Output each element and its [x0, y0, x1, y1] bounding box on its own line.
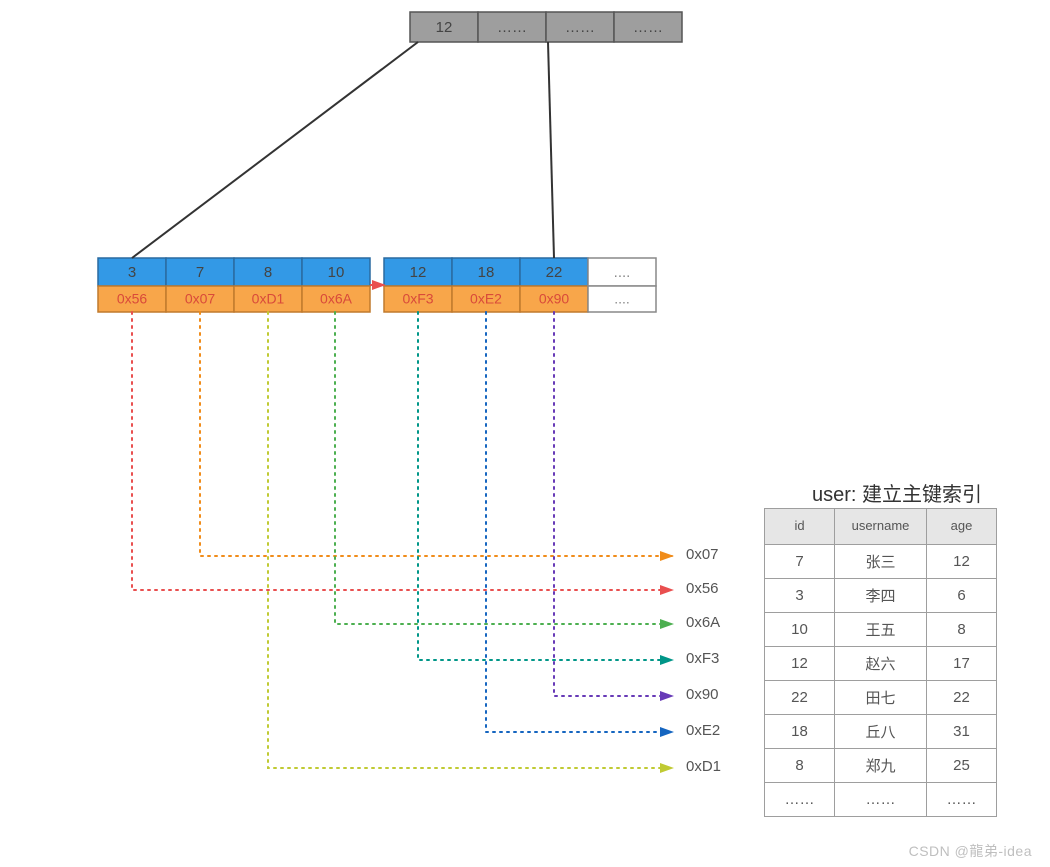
table-cell: 12	[765, 647, 835, 681]
tree-edge-right	[548, 42, 554, 258]
table-cell: 李四	[835, 579, 927, 613]
leaf_left-key-text: 10	[328, 264, 345, 281]
pointer-line	[200, 312, 672, 556]
table-row: 22田七22	[765, 681, 997, 715]
table-title: user: 建立主键索引	[812, 478, 982, 507]
table-cell: 田七	[835, 681, 927, 715]
root-cell-text: 12	[436, 19, 453, 36]
table-header: id	[765, 509, 835, 545]
table-cell: 25	[927, 749, 997, 783]
table-cell: 31	[927, 715, 997, 749]
table-cell: 22	[927, 681, 997, 715]
table-cell: 赵六	[835, 647, 927, 681]
pointer-line	[418, 312, 672, 660]
pointer-label: 0x07	[686, 546, 719, 563]
pointer-line	[268, 312, 672, 768]
table-cell: 8	[927, 613, 997, 647]
pointer-label: 0xF3	[686, 650, 719, 667]
leaf_right-addr-text: 0xF3	[402, 291, 433, 307]
table-cell: 郑九	[835, 749, 927, 783]
root-cell-text: ……	[565, 19, 595, 36]
table-row: ………………	[765, 783, 997, 817]
pointer-line	[554, 312, 672, 696]
table-cell: 8	[765, 749, 835, 783]
leaf_right-key-text: ....	[614, 264, 631, 281]
pointer-label: 0x6A	[686, 614, 720, 631]
table-cell: 3	[765, 579, 835, 613]
pointer-line	[335, 312, 672, 624]
leaf_right-addr-text: 0xE2	[470, 291, 502, 307]
table-cell: 张三	[835, 545, 927, 579]
leaf_right-key-text: 18	[478, 264, 495, 281]
table-row: 10王五8	[765, 613, 997, 647]
table-cell: 丘八	[835, 715, 927, 749]
table-cell: ……	[765, 783, 835, 817]
leaf_left-key-text: 7	[196, 264, 204, 281]
leaf_left-addr-text: 0xD1	[252, 291, 285, 307]
pointer-label: 0x90	[686, 686, 719, 703]
table-cell: ……	[835, 783, 927, 817]
leaf_right-addr-text: 0x90	[539, 291, 570, 307]
table-row: 3李四6	[765, 579, 997, 613]
table-cell: 10	[765, 613, 835, 647]
leaf_left-addr-text: 0x56	[117, 291, 148, 307]
table-cell: 12	[927, 545, 997, 579]
pointer-label: 0xE2	[686, 722, 720, 739]
root-cell-text: ……	[497, 19, 527, 36]
watermark: CSDN @龍弟-idea	[909, 841, 1032, 861]
table-cell: 17	[927, 647, 997, 681]
pointer-line	[486, 312, 672, 732]
leaf_left-addr-text: 0x6A	[320, 291, 353, 307]
table-cell: 6	[927, 579, 997, 613]
leaf_right-key-text: 22	[546, 264, 563, 281]
table-header: age	[927, 509, 997, 545]
table-cell: ……	[927, 783, 997, 817]
leaf_right-key-text: 12	[410, 264, 427, 281]
leaf_left-key-text: 8	[264, 264, 272, 281]
root-cell-text: ……	[633, 19, 663, 36]
user-table: idusernameage7张三123李四610王五812赵六1722田七221…	[764, 508, 997, 817]
pointer-line	[132, 312, 672, 590]
table-row: 12赵六17	[765, 647, 997, 681]
table-row: 8郑九25	[765, 749, 997, 783]
leaf_right-addr-text: ....	[614, 291, 630, 307]
table-cell: 22	[765, 681, 835, 715]
table-cell: 18	[765, 715, 835, 749]
table-row: 18丘八31	[765, 715, 997, 749]
tree-edge-left	[132, 42, 418, 258]
leaf_left-key-text: 3	[128, 264, 136, 281]
pointer-label: 0x56	[686, 580, 719, 597]
table-cell: 王五	[835, 613, 927, 647]
leaf_left-addr-text: 0x07	[185, 291, 216, 307]
pointer-label: 0xD1	[686, 758, 721, 775]
table-cell: 7	[765, 545, 835, 579]
table-header: username	[835, 509, 927, 545]
table-row: 7张三12	[765, 545, 997, 579]
